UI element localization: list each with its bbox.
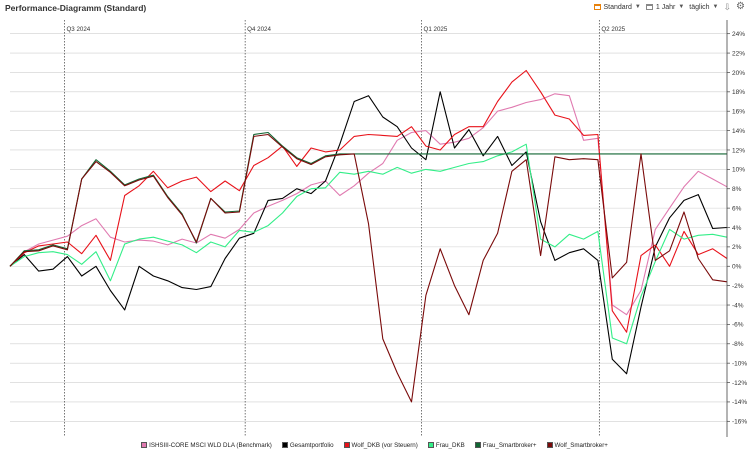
chevron-down-icon: ▼ <box>634 4 641 10</box>
series-line-frau-smartbroker <box>9 131 727 267</box>
quarter-markers: Q3 2024 Q4 2024 Q1 2025 Q2 2025 <box>64 20 626 437</box>
y-tick-label: 16% <box>732 109 745 116</box>
legend-item-wolf-dkb[interactable]: Wolf_DKB (vor Steuern) <box>343 441 418 449</box>
y-tick-label: 18% <box>732 89 745 96</box>
y-tick-label: 4% <box>732 225 742 232</box>
legend-label: Gesamtportfolio <box>289 441 334 449</box>
y-tick-label: 2% <box>732 244 742 251</box>
legend-swatch <box>281 442 288 448</box>
y-tick-label: -10% <box>732 360 747 367</box>
view-select-label: Standard <box>603 3 632 11</box>
chart-controls: Standard ▼ 1 Jahr ▼ täglich ▼ ⇩ ⚙ <box>593 1 745 12</box>
y-tick-label: 12% <box>732 147 745 154</box>
y-axis: 24% 22% 20% 18% 16% 14% 12% 10% 8% 6% 4% 2% 0% -2% -4%… <box>726 20 747 437</box>
performance-chart: Q3 2024 Q4 2024 Q1 2025 Q2 2025 24% 22% 20% 18… <box>9 20 747 437</box>
y-tick-label: -14% <box>732 399 747 406</box>
legend-label: Frau_DKB <box>435 441 465 449</box>
interval-select-label: täglich <box>689 3 710 11</box>
legend-item-wolf-smartbroker[interactable]: Wolf_Smartbroker+ <box>546 441 608 449</box>
legend-label: Wolf_Smartbroker+ <box>554 441 608 449</box>
quarter-label: Q2 2025 <box>601 26 625 33</box>
y-tick-label: -6% <box>732 322 744 329</box>
series-line-ishsiii-core-msci-wld-dla-benchmark <box>9 93 728 316</box>
grid-lines <box>10 33 727 422</box>
series-lines <box>9 69 728 403</box>
series-line-frau-dkb <box>9 143 728 345</box>
download-icon[interactable]: ⇩ <box>723 2 732 12</box>
y-tick-label: 6% <box>732 205 742 212</box>
legend-item-gesamtportfolio[interactable]: Gesamtportfolio <box>281 441 334 449</box>
quarter-label: Q4 2024 <box>247 26 271 33</box>
y-tick-label: 8% <box>732 186 742 193</box>
quarter-label: Q1 2025 <box>424 26 448 33</box>
y-tick-label: 22% <box>732 50 745 57</box>
legend-swatch <box>546 442 553 448</box>
series-line-gesamtportfolio <box>9 91 728 375</box>
series-line-wolf-dkb-vor-steuern <box>9 69 728 333</box>
legend-item-frau-smartbroker[interactable]: Frau_Smartbroker+ <box>474 441 537 449</box>
interval-select[interactable]: täglich ▼ <box>689 4 718 11</box>
gear-icon[interactable]: ⚙ <box>736 1 745 12</box>
quarter-label: Q3 2024 <box>66 26 90 33</box>
legend-item-frau-dkb[interactable]: Frau_DKB <box>427 441 465 449</box>
chart-legend: ISHSIII-CORE MSCI WLD DLA (Benchmark) Ge… <box>0 438 749 452</box>
chevron-down-icon: ▼ <box>678 4 685 10</box>
legend-label: Wolf_DKB (vor Steuern) <box>351 441 418 449</box>
view-select[interactable]: Standard ▼ <box>593 3 641 11</box>
y-tick-label: -2% <box>732 283 744 290</box>
y-tick-label: 24% <box>732 31 745 38</box>
y-tick-label: -8% <box>732 341 744 348</box>
legend-label: Frau_Smartbroker+ <box>482 441 537 449</box>
y-tick-label: 0% <box>732 264 742 271</box>
legend-swatch <box>474 442 481 448</box>
period-select[interactable]: 1 Jahr ▼ <box>645 3 685 11</box>
y-tick-label: -12% <box>732 380 747 387</box>
y-tick-label: 20% <box>732 70 745 77</box>
y-tick-label: -4% <box>732 302 744 309</box>
legend-swatch <box>427 442 434 448</box>
legend-label: ISHSIII-CORE MSCI WLD DLA (Benchmark) <box>149 441 272 449</box>
series-line-wolf-smartbroker <box>9 133 728 403</box>
legend-item-benchmark[interactable]: ISHSIII-CORE MSCI WLD DLA (Benchmark) <box>141 442 272 449</box>
legend-swatch <box>343 442 350 448</box>
page-title: Performance-Diagramm (Standard) <box>5 3 147 13</box>
calendar-icon <box>593 4 601 10</box>
y-tick-label: -16% <box>732 419 747 426</box>
header-bar: Performance-Diagramm (Standard) Standard… <box>0 0 749 18</box>
legend-swatch <box>141 442 148 448</box>
y-tick-label: 10% <box>732 167 745 174</box>
period-select-label: 1 Jahr <box>655 3 676 11</box>
chevron-down-icon: ▼ <box>712 4 719 10</box>
y-tick-label: 14% <box>732 128 745 135</box>
calendar-icon <box>645 4 653 10</box>
